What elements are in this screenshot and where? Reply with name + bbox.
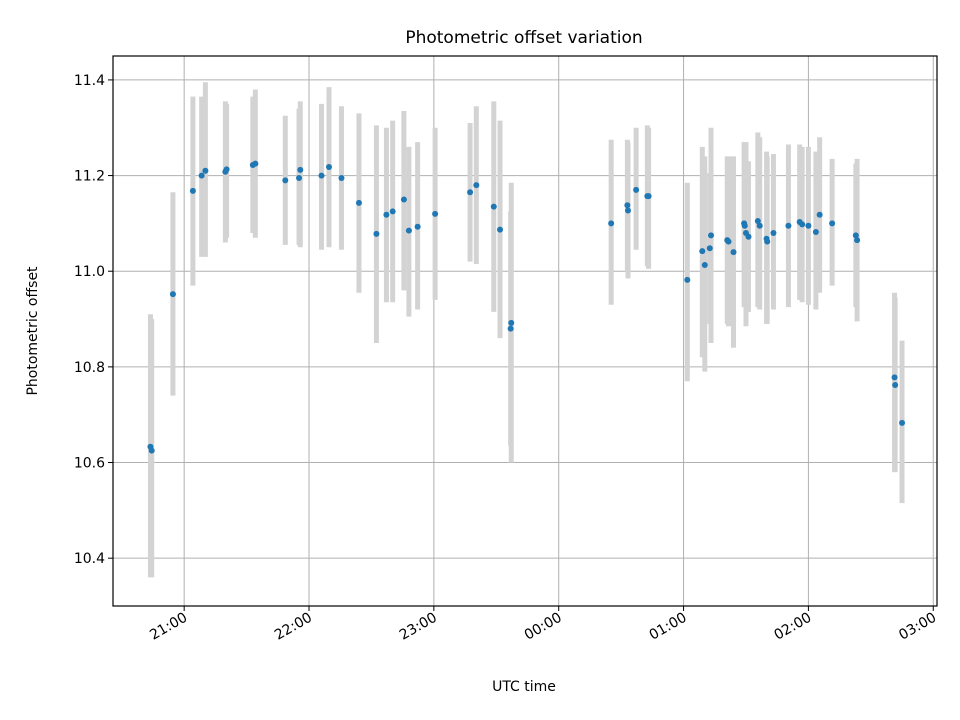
x-tick-label: 02:00 — [771, 610, 814, 644]
data-point — [852, 232, 859, 239]
data-point — [373, 230, 380, 237]
x-tick-label: 01:00 — [647, 610, 690, 644]
data-point — [497, 226, 504, 233]
data-point — [799, 221, 806, 228]
data-point — [745, 233, 752, 240]
data-point — [508, 319, 515, 326]
y-tick-label: 11.2 — [74, 169, 105, 185]
data-point — [764, 238, 771, 245]
data-point — [741, 222, 748, 229]
data-point — [198, 172, 205, 179]
x-tick-label: 00:00 — [522, 610, 565, 644]
data-point — [473, 182, 480, 189]
data-point — [325, 163, 332, 170]
data-point — [812, 229, 819, 235]
data-point — [608, 220, 615, 227]
x-axis-label: UTC time — [492, 679, 556, 695]
y-tick-label: 11.0 — [74, 264, 105, 280]
x-tick-label: 03:00 — [896, 610, 939, 644]
data-point — [754, 218, 761, 224]
data-point — [730, 249, 737, 256]
data-point — [414, 223, 421, 230]
point-layer — [147, 160, 906, 454]
y-axis-label: Photometric offset — [25, 266, 41, 396]
data-point — [625, 207, 631, 214]
errorbar-layer — [147, 82, 905, 578]
data-point — [684, 276, 691, 283]
data-point — [297, 166, 304, 173]
y-tick-label: 11.4 — [74, 73, 105, 89]
data-point — [432, 210, 439, 217]
data-point — [355, 199, 362, 206]
data-point — [770, 229, 777, 236]
data-point — [400, 196, 407, 203]
data-point — [282, 177, 289, 184]
data-point — [389, 208, 396, 215]
chart-title: Photometric offset variation — [405, 28, 642, 48]
data-point — [169, 291, 176, 298]
data-point — [633, 186, 640, 193]
data-point — [829, 220, 836, 227]
x-tick-label: 23:00 — [397, 610, 440, 644]
data-point — [725, 238, 732, 245]
data-point — [202, 167, 209, 174]
data-point — [854, 237, 861, 244]
data-point — [252, 160, 259, 167]
data-point — [383, 211, 390, 218]
x-axis-ticks: 21:00 22:00 23:00 00:00 01:00 02:00 03:00 — [147, 606, 939, 644]
data-point — [318, 172, 325, 179]
data-point — [891, 374, 898, 381]
data-point — [223, 166, 230, 173]
data-point — [892, 382, 899, 389]
y-tick-label: 10.8 — [74, 360, 105, 376]
data-point — [645, 193, 652, 200]
data-point — [405, 227, 412, 234]
data-point — [701, 262, 708, 268]
data-point — [296, 174, 303, 181]
plot-frame — [112, 55, 938, 607]
data-point — [785, 222, 792, 229]
data-point — [899, 419, 906, 426]
data-point — [189, 187, 196, 194]
y-tick-label: 10.4 — [74, 551, 105, 567]
data-point — [624, 202, 631, 209]
y-axis-ticks: 10.4 10.6 10.8 11.0 11.2 11.4 — [74, 73, 113, 567]
data-point — [805, 222, 812, 229]
grid-layer — [113, 56, 937, 606]
x-tick-label: 21:00 — [147, 610, 190, 644]
data-point — [699, 248, 706, 255]
data-point — [467, 189, 474, 196]
data-point — [756, 222, 763, 229]
data-point — [708, 232, 715, 239]
y-tick-label: 10.6 — [74, 456, 105, 472]
data-point — [706, 245, 713, 252]
data-point — [148, 447, 155, 454]
data-point — [490, 203, 497, 210]
data-point — [507, 325, 514, 332]
x-tick-label: 22:00 — [272, 610, 315, 644]
data-point — [338, 174, 345, 181]
data-point — [816, 211, 823, 218]
